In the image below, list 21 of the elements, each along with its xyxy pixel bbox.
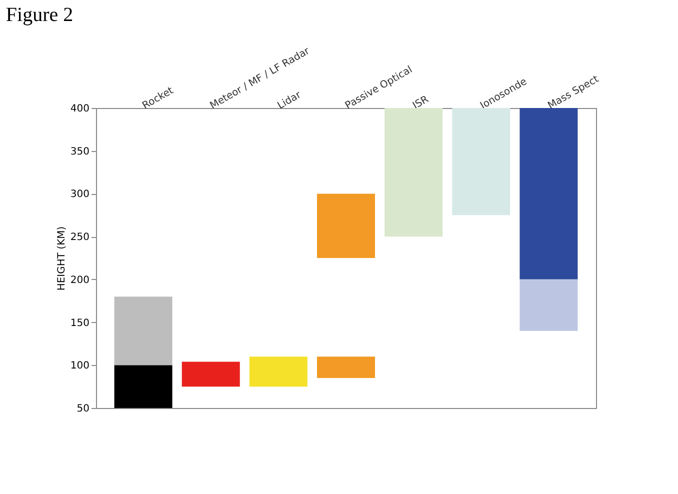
- y-tick-label: 350: [70, 146, 90, 158]
- y-tick-label: 100: [70, 360, 90, 372]
- y-tick-label: 400: [70, 104, 90, 114]
- y-axis-title: HEIGHT (KM): [56, 226, 68, 291]
- y-tick-label: 200: [70, 274, 90, 286]
- x-tick-label: Lidar: [276, 89, 304, 112]
- bar: [520, 108, 578, 280]
- bar: [114, 296, 172, 366]
- bar: [249, 356, 308, 387]
- bar: [520, 279, 578, 331]
- bar: [384, 108, 443, 237]
- chart-title: Figure 2: [6, 4, 74, 26]
- y-tick-label: 150: [70, 318, 90, 329]
- bar: [182, 362, 240, 387]
- y-tick-label: 300: [70, 189, 90, 200]
- bar: [317, 194, 375, 258]
- bar: [452, 108, 510, 216]
- bar: [114, 365, 172, 408]
- x-tick-label: ISR: [411, 94, 431, 112]
- y-tick-label: 50: [76, 404, 90, 414]
- y-tick-label: 250: [70, 232, 90, 244]
